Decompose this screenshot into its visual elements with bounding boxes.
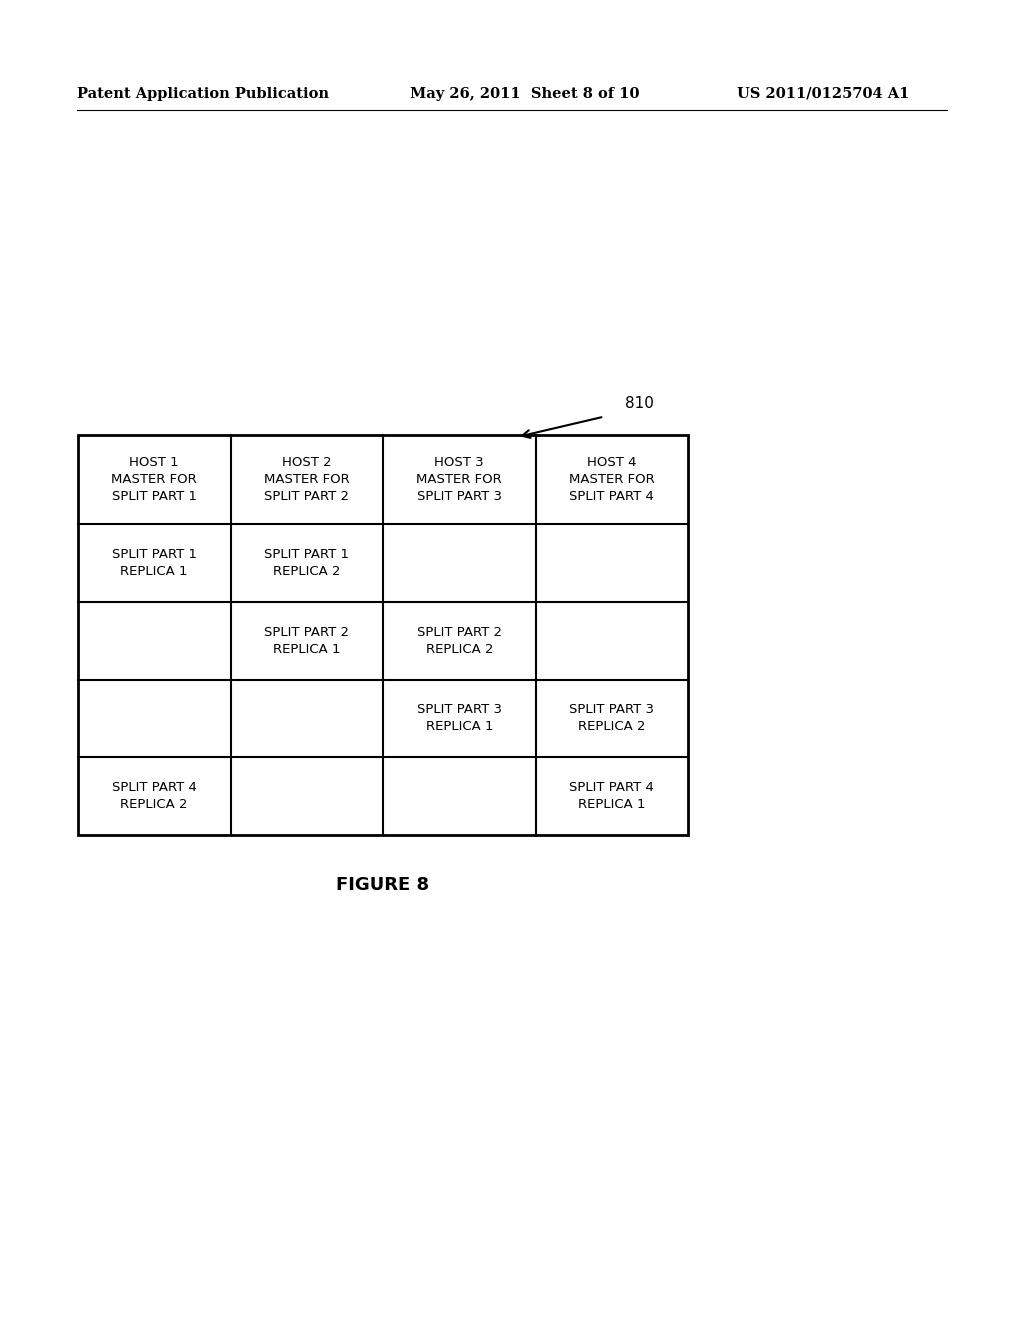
Text: May 26, 2011  Sheet 8 of 10: May 26, 2011 Sheet 8 of 10 <box>410 87 639 100</box>
Text: SPLIT PART 4
REPLICA 2: SPLIT PART 4 REPLICA 2 <box>112 781 197 812</box>
Text: 810: 810 <box>625 396 653 411</box>
Bar <box>78 436 688 836</box>
Text: SPLIT PART 3
REPLICA 1: SPLIT PART 3 REPLICA 1 <box>417 704 502 734</box>
Text: US 2011/0125704 A1: US 2011/0125704 A1 <box>737 87 909 100</box>
Text: SPLIT PART 1
REPLICA 2: SPLIT PART 1 REPLICA 2 <box>264 548 349 578</box>
Text: SPLIT PART 3
REPLICA 2: SPLIT PART 3 REPLICA 2 <box>569 704 654 734</box>
Text: SPLIT PART 1
REPLICA 1: SPLIT PART 1 REPLICA 1 <box>112 548 197 578</box>
Text: HOST 2
MASTER FOR
SPLIT PART 2: HOST 2 MASTER FOR SPLIT PART 2 <box>264 457 349 503</box>
Text: Patent Application Publication: Patent Application Publication <box>77 87 329 100</box>
Text: HOST 1
MASTER FOR
SPLIT PART 1: HOST 1 MASTER FOR SPLIT PART 1 <box>112 457 198 503</box>
Text: FIGURE 8: FIGURE 8 <box>337 876 429 894</box>
Text: SPLIT PART 4
REPLICA 1: SPLIT PART 4 REPLICA 1 <box>569 781 654 812</box>
Text: HOST 4
MASTER FOR
SPLIT PART 4: HOST 4 MASTER FOR SPLIT PART 4 <box>569 457 654 503</box>
Text: HOST 3
MASTER FOR
SPLIT PART 3: HOST 3 MASTER FOR SPLIT PART 3 <box>417 457 502 503</box>
Text: SPLIT PART 2
REPLICA 2: SPLIT PART 2 REPLICA 2 <box>417 626 502 656</box>
Text: SPLIT PART 2
REPLICA 1: SPLIT PART 2 REPLICA 1 <box>264 626 349 656</box>
